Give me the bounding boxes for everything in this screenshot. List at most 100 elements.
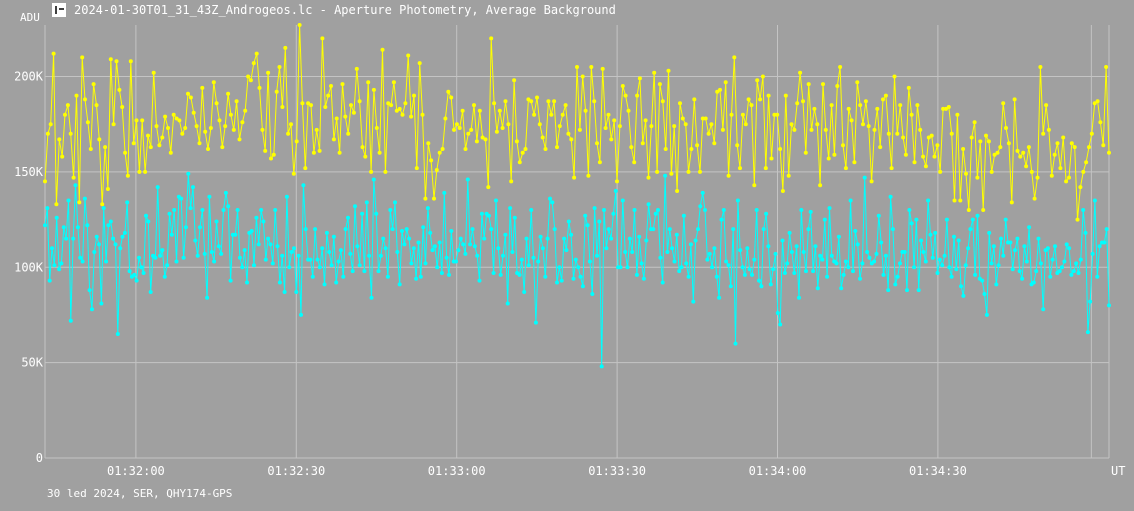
series-2-point bbox=[822, 217, 827, 222]
series-2-point bbox=[139, 265, 144, 270]
x-tick-label: 01:32:30 bbox=[267, 464, 325, 478]
series-1-point bbox=[617, 124, 622, 129]
series-2-point bbox=[754, 208, 759, 212]
series-1-point bbox=[77, 200, 82, 205]
series-2-point bbox=[261, 219, 266, 224]
series-2-point bbox=[284, 194, 289, 199]
series-1-point bbox=[735, 143, 740, 148]
series-2-point bbox=[407, 236, 412, 241]
series-1-point bbox=[271, 152, 276, 157]
series-2-point bbox=[693, 238, 698, 243]
series-1-point bbox=[83, 97, 87, 102]
series-1-point bbox=[503, 99, 508, 104]
series-1-point bbox=[572, 175, 577, 180]
series-1-point bbox=[1026, 145, 1031, 150]
series-1-point bbox=[294, 139, 299, 144]
series-1-point bbox=[615, 179, 619, 184]
series-1-point bbox=[981, 208, 986, 212]
series-1-point bbox=[391, 80, 396, 85]
series-2-point bbox=[397, 282, 402, 287]
series-2-point bbox=[771, 267, 776, 272]
series-1-point bbox=[798, 70, 803, 75]
series-1-point bbox=[100, 202, 105, 207]
series-1-point bbox=[720, 127, 725, 132]
series-1-point bbox=[60, 154, 65, 159]
series-1-point bbox=[803, 150, 808, 155]
series-1-point bbox=[932, 154, 937, 159]
series-2-point bbox=[268, 242, 273, 247]
series-2-point bbox=[371, 177, 376, 182]
series-2-point bbox=[841, 272, 846, 277]
series-1-point bbox=[612, 118, 617, 123]
series-2-point bbox=[933, 230, 938, 235]
series-1-point bbox=[949, 131, 954, 136]
series-1-point bbox=[492, 101, 497, 106]
series-1-point bbox=[1069, 141, 1074, 146]
series-1 bbox=[43, 23, 1111, 222]
series-2-point bbox=[494, 198, 498, 203]
series-1-point bbox=[780, 189, 785, 193]
series-1-point bbox=[214, 101, 219, 106]
series-1-point bbox=[420, 112, 425, 117]
series-2-point bbox=[902, 250, 907, 254]
series-1-point bbox=[652, 70, 657, 75]
series-2-point bbox=[679, 265, 684, 270]
series-2-point bbox=[740, 265, 745, 270]
series-2-point bbox=[146, 219, 151, 224]
series-1-point bbox=[709, 122, 714, 127]
y-tick-label: 200K bbox=[14, 70, 44, 84]
series-2-point bbox=[388, 208, 393, 212]
series-1-point bbox=[494, 129, 499, 134]
series-2-point bbox=[395, 250, 400, 254]
series-2-point bbox=[400, 229, 404, 233]
series-2-point bbox=[580, 284, 585, 289]
series-1-point bbox=[366, 80, 371, 85]
series-2-point bbox=[454, 259, 458, 264]
series-2-point bbox=[266, 236, 271, 241]
series-2-point bbox=[87, 288, 92, 293]
series-1-point bbox=[477, 108, 482, 113]
series-2-point bbox=[308, 257, 313, 262]
series-2-point bbox=[851, 269, 855, 274]
series-1-point bbox=[48, 122, 53, 127]
series-1-point bbox=[812, 106, 817, 111]
series-2-point bbox=[489, 227, 494, 232]
series-1-point bbox=[1029, 169, 1034, 174]
series-1-point bbox=[148, 145, 153, 150]
series-1-point bbox=[815, 122, 820, 127]
series-2-point bbox=[113, 242, 118, 247]
series-1-point bbox=[749, 103, 754, 108]
series-1-point bbox=[1107, 150, 1111, 155]
series-1-point bbox=[128, 59, 133, 64]
series-2-point bbox=[181, 255, 186, 260]
series-1-point bbox=[243, 108, 248, 113]
series-1-point bbox=[595, 141, 599, 146]
series-1-point bbox=[220, 145, 225, 150]
series-1-point bbox=[472, 103, 476, 108]
series-2-point bbox=[818, 253, 823, 258]
series-1-point bbox=[228, 112, 233, 117]
series-2-point bbox=[768, 282, 773, 287]
series-2-point bbox=[341, 274, 346, 279]
series-2-point bbox=[611, 211, 616, 216]
series-2-point bbox=[947, 265, 952, 270]
series-2-point bbox=[991, 244, 996, 249]
series-1-point bbox=[45, 131, 50, 136]
series-2-point bbox=[134, 278, 139, 283]
series-1-point bbox=[1067, 175, 1071, 180]
series-1-point bbox=[457, 126, 462, 130]
series-1-point bbox=[1081, 169, 1086, 174]
series-1-point bbox=[311, 150, 316, 155]
series-1-point bbox=[469, 127, 474, 132]
series-1-point bbox=[906, 85, 911, 90]
series-2-point bbox=[968, 227, 973, 232]
series-2-point bbox=[865, 250, 870, 254]
series-1-point bbox=[1018, 154, 1023, 159]
series-2-point bbox=[482, 236, 487, 241]
series-1-point bbox=[206, 147, 210, 151]
series-1-point bbox=[337, 150, 342, 155]
series-1-point bbox=[649, 124, 654, 129]
series-2-point bbox=[637, 234, 642, 239]
series-1-point bbox=[698, 169, 702, 174]
